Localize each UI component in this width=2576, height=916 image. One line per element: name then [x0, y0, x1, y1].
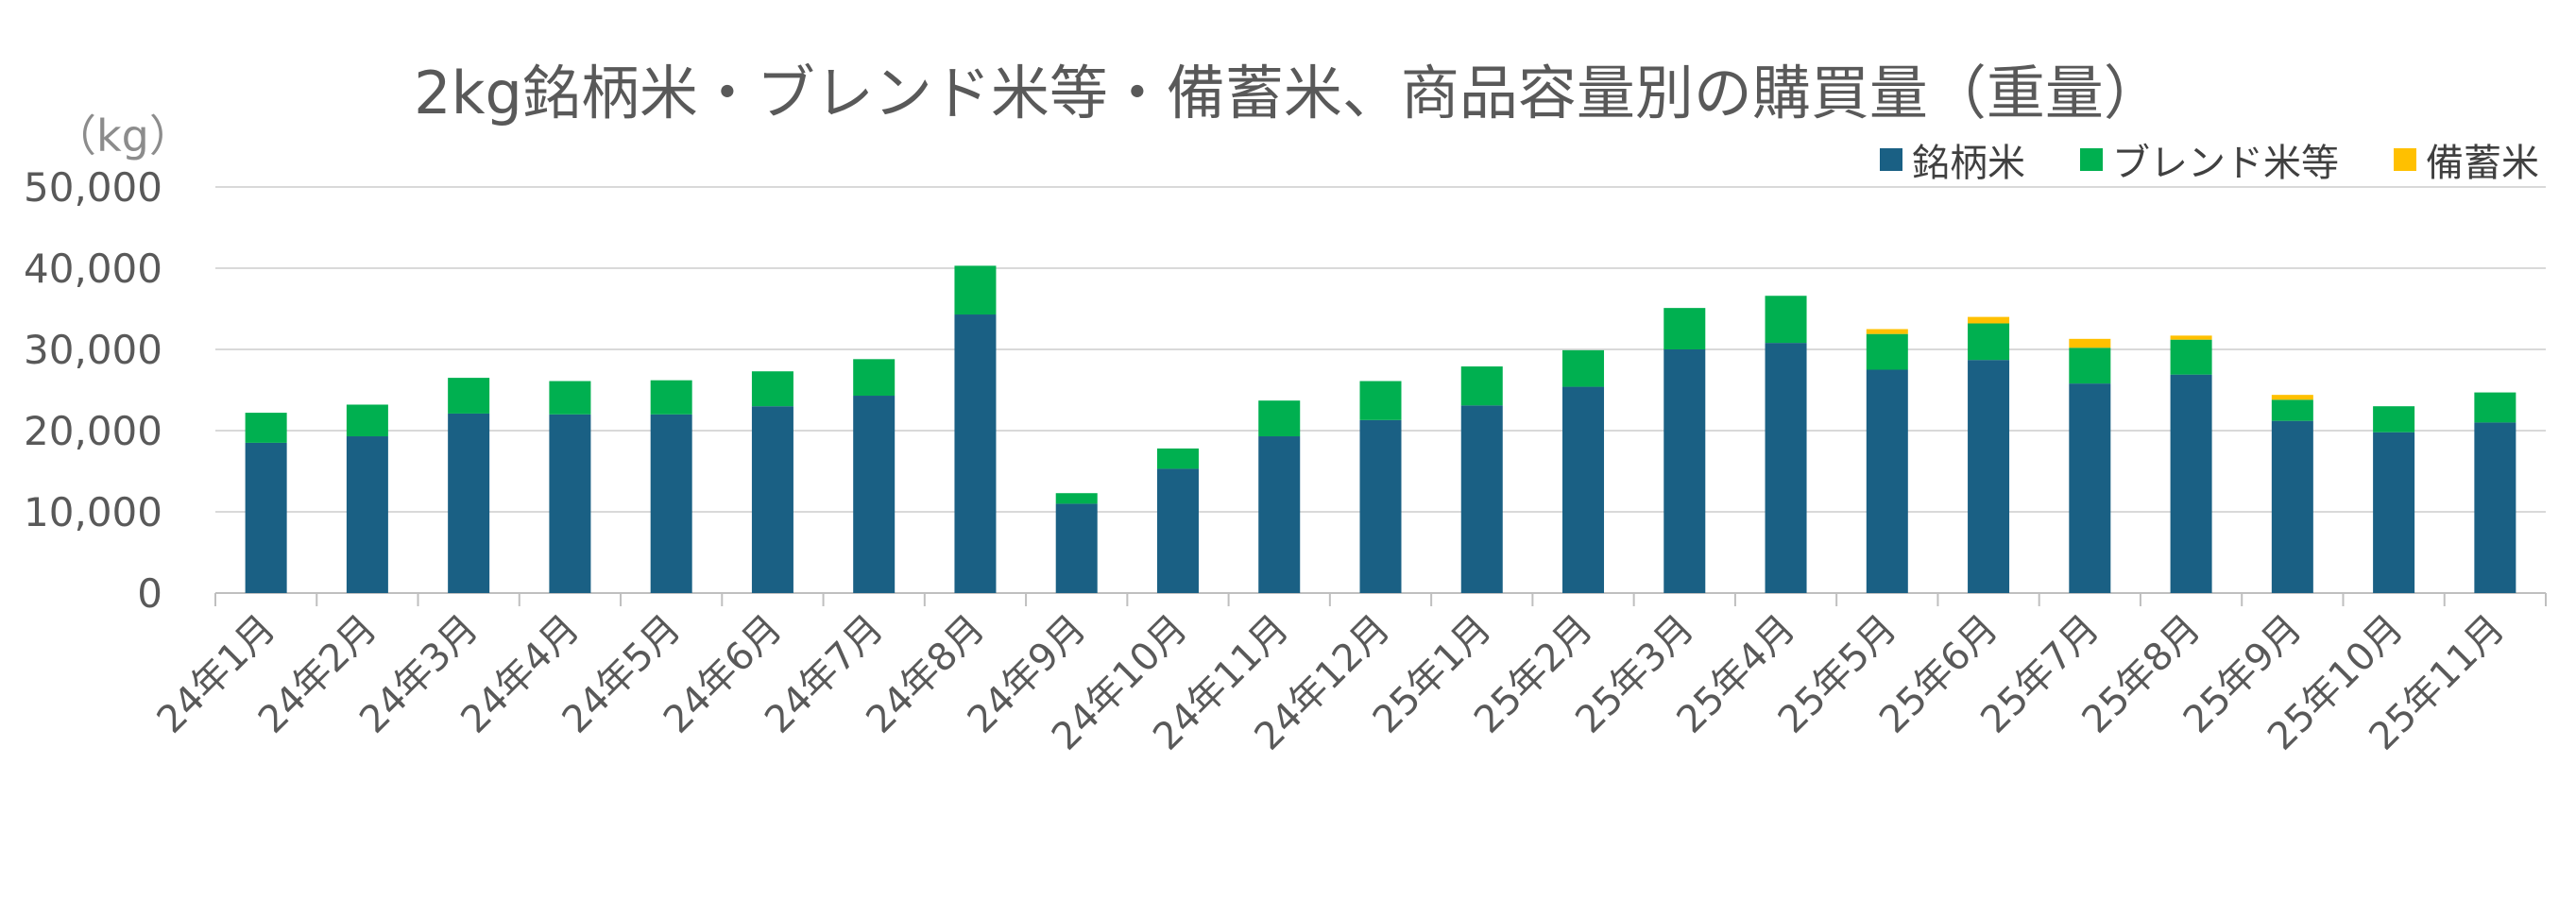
bar-segment-meigara: [954, 314, 997, 593]
bar-segment-meigara: [2170, 374, 2212, 593]
bar-segment-bichiku: [1968, 316, 2010, 324]
bar-segment-meigara: [448, 413, 490, 593]
bar-segment-meigara: [2271, 420, 2313, 593]
bar-segment-bichiku: [2271, 395, 2313, 400]
bar-segment-meigara: [1562, 386, 1605, 593]
bar-segment-bichiku: [1866, 329, 1908, 334]
legend-item-bichiku: 備蓄米: [2394, 132, 2539, 187]
y-tick-label: 10,000: [24, 489, 162, 535]
bar-segment-blend: [245, 413, 287, 443]
bar-segment-blend: [2271, 399, 2313, 421]
legend-swatch-meigara: [1880, 148, 1902, 171]
bar-segment-blend: [1562, 349, 1605, 387]
bar-segment-blend: [1765, 296, 1807, 344]
bar-segment-meigara: [1765, 343, 1807, 593]
bar-segment-blend: [1968, 323, 2010, 361]
y-tick-label: 0: [137, 570, 162, 617]
bar-segment-meigara: [1055, 503, 1098, 593]
y-tick-label: 50,000: [24, 164, 162, 211]
y-axis-unit-label: （kg）: [53, 110, 193, 161]
bar-segment-blend: [1359, 381, 1402, 420]
y-tick-label: 20,000: [24, 408, 162, 454]
bar-segment-blend: [2170, 339, 2212, 375]
bar-segment-blend: [853, 359, 896, 397]
bar-segment-blend: [2474, 392, 2516, 423]
bar-segment-blend: [751, 371, 793, 407]
bar-segment-meigara: [2069, 383, 2111, 593]
bar-segment-bichiku: [2170, 335, 2212, 340]
bar-segment-meigara: [1968, 360, 2010, 593]
bar-segment-meigara: [549, 414, 591, 593]
bar-segment-meigara: [346, 436, 388, 593]
bar-segment-blend: [954, 265, 997, 315]
y-tick-label: 40,000: [24, 246, 162, 292]
legend-swatch-blend: [2080, 148, 2103, 171]
bar-segment-meigara: [2373, 432, 2415, 593]
bar-segment-meigara: [1156, 468, 1199, 593]
bar-segment-meigara: [2474, 422, 2516, 593]
bar-segment-blend: [1663, 308, 1706, 349]
bar-segment-meigara: [1663, 349, 1706, 593]
bar-segment-meigara: [853, 396, 896, 593]
legend-item-blend: ブレンド米等: [2080, 132, 2339, 187]
chart-title: 2kg銘柄米・ブレンド米等・備蓄米、商品容量別の購買量（重量）: [414, 59, 2162, 127]
bar-segment-blend: [1258, 400, 1301, 437]
bar-segment-blend: [448, 378, 490, 414]
bar-segment-meigara: [650, 414, 692, 593]
bar-segment-blend: [1460, 366, 1503, 406]
bar-segment-blend: [1055, 493, 1098, 504]
bar-segment-bichiku: [2069, 338, 2111, 348]
legend: 銘柄米 ブレンド米等 備蓄米: [1880, 132, 2539, 187]
bar-segment-blend: [346, 404, 388, 437]
bar-segment-meigara: [1460, 405, 1503, 593]
bar-segment-blend: [2373, 406, 2415, 433]
bar-segment-blend: [1156, 448, 1199, 469]
legend-label-bichiku: 備蓄米: [2426, 142, 2539, 185]
bar-segment-blend: [549, 381, 591, 415]
bar-segment-blend: [650, 380, 692, 415]
legend-item-meigara: 銘柄米: [1880, 132, 2025, 187]
bar-segment-blend: [2069, 348, 2111, 384]
bar-segment-meigara: [1866, 369, 1908, 593]
legend-label-blend: ブレンド米等: [2112, 142, 2339, 185]
bar-segment-meigara: [1359, 419, 1402, 593]
bar-segment-meigara: [245, 442, 287, 593]
legend-swatch-bichiku: [2394, 148, 2416, 171]
bar-segment-meigara: [751, 406, 793, 593]
bar-segment-blend: [1866, 333, 1908, 370]
legend-label-meigara: 銘柄米: [1912, 142, 2025, 185]
bar-segment-meigara: [1258, 436, 1301, 593]
y-tick-label: 30,000: [24, 327, 162, 373]
